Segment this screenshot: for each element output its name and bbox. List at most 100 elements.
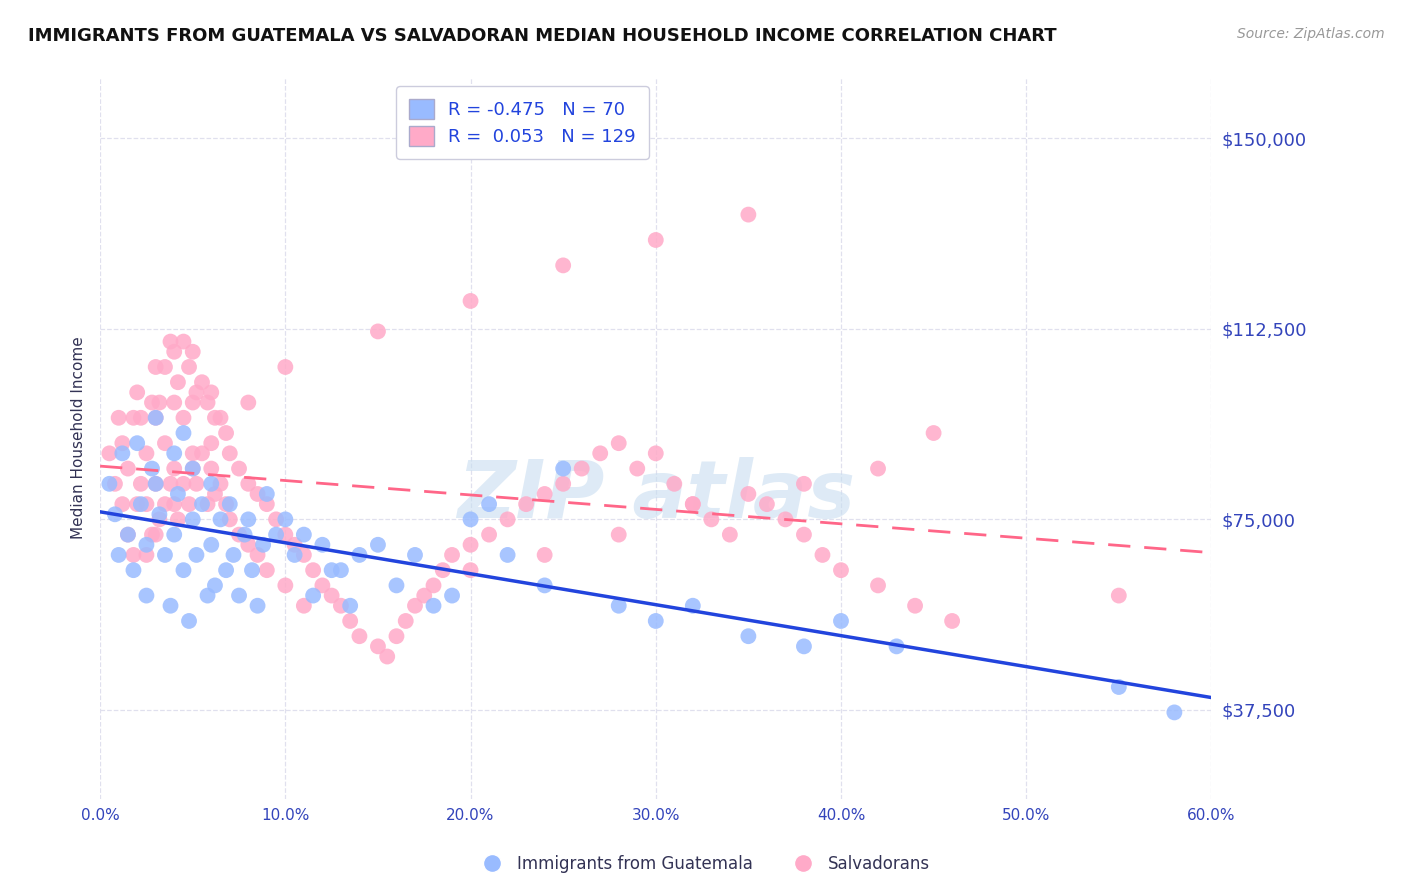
Point bbox=[515, 497, 537, 511]
Point bbox=[122, 548, 145, 562]
Point bbox=[755, 497, 778, 511]
Point bbox=[385, 629, 408, 643]
Point bbox=[177, 614, 200, 628]
Point bbox=[321, 563, 343, 577]
Point bbox=[1108, 589, 1130, 603]
Point bbox=[922, 425, 945, 440]
Point bbox=[256, 487, 278, 501]
Point bbox=[215, 425, 238, 440]
Point bbox=[186, 476, 208, 491]
Point bbox=[215, 497, 238, 511]
Point bbox=[238, 395, 260, 409]
Point bbox=[256, 563, 278, 577]
Point bbox=[204, 410, 226, 425]
Legend: R = -0.475   N = 70, R =  0.053   N = 129: R = -0.475 N = 70, R = 0.053 N = 129 bbox=[396, 87, 648, 159]
Point bbox=[644, 446, 666, 460]
Point bbox=[204, 578, 226, 592]
Point bbox=[177, 497, 200, 511]
Point bbox=[349, 548, 371, 562]
Point bbox=[167, 487, 190, 501]
Point bbox=[478, 497, 501, 511]
Point bbox=[215, 563, 238, 577]
Point bbox=[200, 538, 222, 552]
Point bbox=[181, 461, 204, 475]
Point bbox=[246, 599, 269, 613]
Point bbox=[228, 527, 250, 541]
Point bbox=[664, 476, 686, 491]
Point bbox=[478, 527, 501, 541]
Point bbox=[177, 359, 200, 374]
Point bbox=[422, 599, 444, 613]
Point bbox=[811, 548, 834, 562]
Point bbox=[153, 497, 176, 511]
Point bbox=[329, 563, 352, 577]
Point bbox=[153, 436, 176, 450]
Text: ZIP atlas: ZIP atlas bbox=[457, 457, 855, 535]
Text: IMMIGRANTS FROM GUATEMALA VS SALVADORAN MEDIAN HOUSEHOLD INCOME CORRELATION CHAR: IMMIGRANTS FROM GUATEMALA VS SALVADORAN … bbox=[28, 27, 1057, 45]
Point bbox=[135, 538, 157, 552]
Point bbox=[367, 538, 389, 552]
Point bbox=[607, 599, 630, 613]
Point bbox=[866, 578, 889, 592]
Point bbox=[339, 614, 361, 628]
Point bbox=[644, 614, 666, 628]
Point bbox=[163, 527, 186, 541]
Point bbox=[191, 497, 214, 511]
Point bbox=[329, 599, 352, 613]
Point bbox=[246, 487, 269, 501]
Point bbox=[607, 527, 630, 541]
Point bbox=[163, 461, 186, 475]
Point bbox=[367, 325, 389, 339]
Point bbox=[311, 578, 333, 592]
Point bbox=[311, 538, 333, 552]
Point bbox=[626, 461, 648, 475]
Point bbox=[135, 589, 157, 603]
Point bbox=[553, 476, 575, 491]
Point bbox=[571, 461, 593, 475]
Point bbox=[775, 512, 797, 526]
Point bbox=[718, 527, 741, 541]
Point bbox=[172, 410, 194, 425]
Point bbox=[238, 538, 260, 552]
Point bbox=[292, 599, 315, 613]
Point bbox=[886, 640, 908, 654]
Point bbox=[129, 410, 152, 425]
Point bbox=[117, 461, 139, 475]
Point bbox=[460, 538, 482, 552]
Point bbox=[222, 548, 245, 562]
Point bbox=[292, 548, 315, 562]
Point bbox=[793, 640, 815, 654]
Point bbox=[159, 599, 181, 613]
Text: Source: ZipAtlas.com: Source: ZipAtlas.com bbox=[1237, 27, 1385, 41]
Point bbox=[533, 487, 555, 501]
Point bbox=[197, 589, 219, 603]
Point bbox=[104, 508, 127, 522]
Point bbox=[830, 563, 852, 577]
Point bbox=[496, 512, 519, 526]
Point bbox=[167, 376, 190, 390]
Point bbox=[274, 578, 297, 592]
Point bbox=[209, 410, 232, 425]
Point bbox=[252, 538, 274, 552]
Point bbox=[145, 527, 167, 541]
Point bbox=[159, 476, 181, 491]
Point bbox=[107, 548, 129, 562]
Point bbox=[145, 476, 167, 491]
Point bbox=[117, 527, 139, 541]
Point bbox=[111, 446, 134, 460]
Point bbox=[148, 395, 170, 409]
Point bbox=[172, 425, 194, 440]
Point bbox=[186, 548, 208, 562]
Point bbox=[228, 589, 250, 603]
Point bbox=[163, 344, 186, 359]
Point bbox=[240, 563, 263, 577]
Point bbox=[181, 512, 204, 526]
Point bbox=[135, 446, 157, 460]
Point bbox=[404, 599, 426, 613]
Point bbox=[209, 512, 232, 526]
Point bbox=[197, 497, 219, 511]
Point bbox=[191, 376, 214, 390]
Point bbox=[292, 527, 315, 541]
Point bbox=[422, 578, 444, 592]
Point bbox=[413, 589, 436, 603]
